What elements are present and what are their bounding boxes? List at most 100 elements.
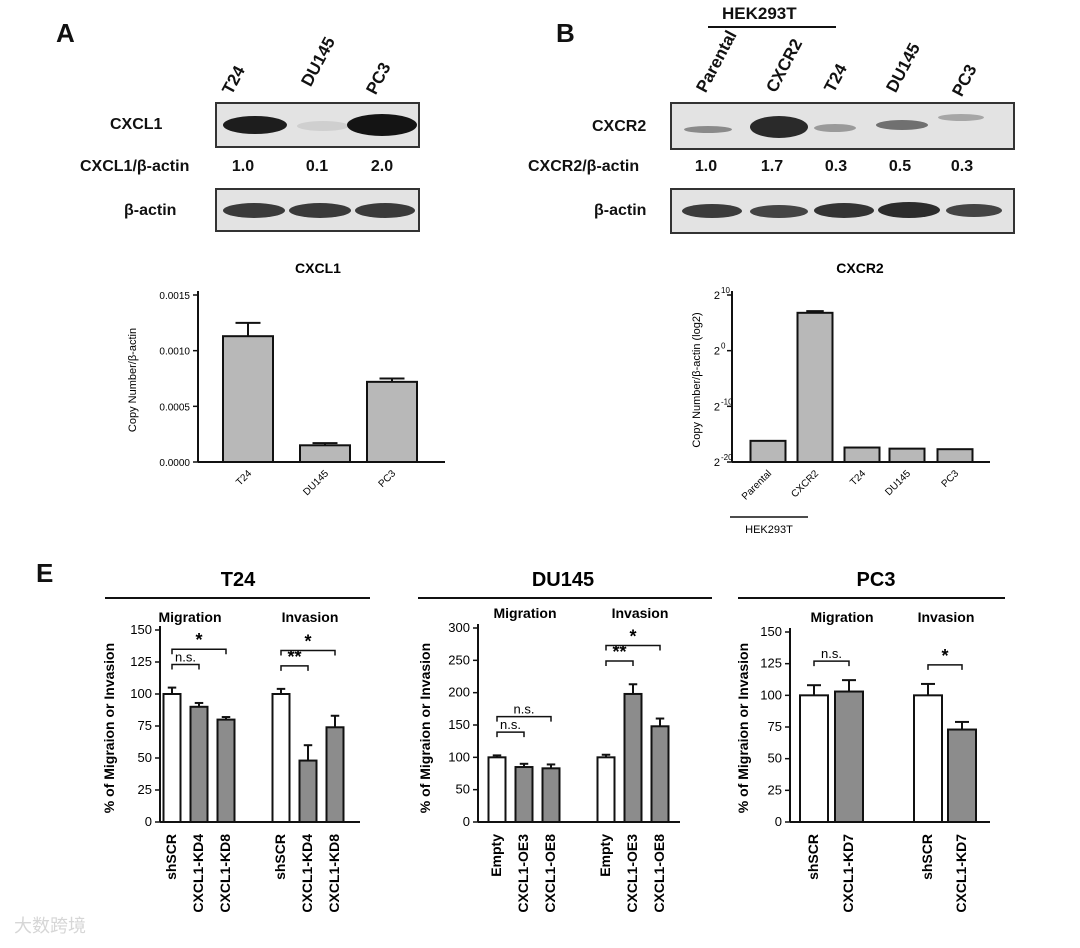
chart4-ytick-label: 0	[775, 814, 782, 829]
ratio-du145-b: 0.5	[888, 158, 912, 175]
chart2-bar	[162, 693, 182, 823]
chart3-group-migration: Migration	[494, 605, 557, 621]
chart4-group-invasion: Invasion	[918, 609, 975, 625]
chart0-ytick-label: 0.0015	[159, 291, 190, 302]
band-b-2	[750, 116, 808, 138]
chart4-sig-bracket	[927, 664, 963, 670]
chart1-ytick-exp: 10	[721, 286, 730, 295]
chart0-bar	[299, 444, 351, 463]
band-b-3	[814, 124, 856, 132]
chart3-ytick-label: 100	[448, 749, 470, 764]
band-b-1	[684, 126, 732, 133]
chart0-xtick-label: T24	[234, 468, 254, 488]
chart2-ytick-label: 50	[138, 750, 152, 765]
blot-actin-a	[215, 188, 420, 232]
chart2-xtick-label: CXCL1-KD8	[326, 834, 342, 913]
chart3-sig-bracket	[605, 660, 634, 666]
chart1-xtick-label: DU145	[883, 468, 913, 498]
chart2-sig-bracket	[280, 649, 336, 656]
chart3-xtick-label: CXCL1-OE3	[624, 834, 640, 913]
watermark-text: 大数跨境	[14, 916, 86, 937]
chart2-sig-bracket	[171, 648, 227, 655]
chart4-ytick-label: 25	[768, 782, 782, 797]
chart4-xtick-label: CXCL1-KD7	[840, 834, 856, 913]
chart0-bar	[222, 335, 274, 463]
chart4-bar	[799, 694, 829, 823]
chart2-xtick-label: CXCL1-KD8	[217, 834, 233, 913]
chart3-title: DU145	[532, 569, 594, 591]
chart3-ytick-label: 300	[448, 620, 470, 635]
chart1-bar	[888, 447, 926, 464]
chart3-bar	[596, 756, 616, 823]
chart2-group-invasion: Invasion	[282, 609, 339, 625]
band-actin-1	[223, 203, 285, 218]
chart1-ytick-base: 2	[714, 457, 720, 469]
chart1-bar	[843, 446, 881, 464]
band-actin-2	[289, 203, 351, 218]
chart3-xtick-label: Empty	[488, 834, 504, 877]
ratio-label-cxcl1: CXCL1/β-actin	[80, 158, 190, 175]
chart4-ytick-label: 50	[768, 751, 782, 766]
chart3-ylabel: % of Migraion or Invasion	[417, 643, 433, 813]
chart3-bar	[650, 725, 670, 823]
chart2-ylabel: % of Migraion or Invasion	[101, 643, 117, 813]
chart4-bar	[913, 694, 943, 823]
chart4-ytick-label: 125	[760, 656, 782, 671]
blot-cxcl1	[215, 102, 420, 148]
chart0-ytick-label: 0.0010	[159, 347, 190, 358]
chart1-bar	[936, 448, 974, 463]
row-label-actin-a: β-actin	[124, 202, 177, 219]
chart2-xtick-label: shSCR	[272, 834, 288, 880]
chart3-ytick-label: 200	[448, 685, 470, 700]
group-label-hek293t: HEK293T	[722, 4, 797, 23]
chart0-bar	[366, 380, 418, 463]
row-label-cxcr2: CXCR2	[592, 118, 647, 135]
chart2-ytick-label: 0	[145, 814, 152, 829]
chart3-xtick-label: CXCL1-OE8	[542, 834, 558, 913]
chart4-group-migration: Migration	[811, 609, 874, 625]
panel-letter-e: E	[36, 558, 54, 588]
chart4-ytick-label: 100	[760, 687, 782, 702]
chart3-sig-label: **	[612, 642, 626, 662]
chart3-sig-label: n.s.	[500, 717, 521, 732]
chart3-bar	[514, 766, 534, 823]
chart2-ytick-label: 100	[130, 686, 152, 701]
blot-cxcr2	[670, 102, 1015, 150]
chart2-ytick-label: 150	[130, 622, 152, 637]
band-du145	[297, 121, 349, 131]
chart3-ytick-label: 0	[463, 814, 470, 829]
band-ab-3	[814, 203, 874, 218]
chart2-bar	[325, 726, 345, 824]
ratio-parental: 1.0	[694, 158, 718, 175]
chart3-bar	[541, 767, 561, 823]
ratio-label-cxcr2: CXCR2/β-actin	[528, 158, 640, 175]
chart1-ylabel: Copy Number/β-actin (log2)	[691, 312, 703, 447]
chart3-ytick-label: 150	[448, 717, 470, 732]
chart0-ytick-label: 0.0005	[159, 402, 190, 413]
ratio-du145: 0.1	[305, 158, 329, 175]
chart2-xtick-label: CXCL1-KD4	[299, 834, 315, 913]
chart3-xtick-label: CXCL1-OE3	[515, 834, 531, 913]
chart1-xtick-label: Parental	[740, 468, 774, 502]
chart4-xtick-label: shSCR	[805, 834, 821, 880]
chart3-sig-bracket	[496, 731, 525, 738]
chart1-ytick-exp: -10	[721, 397, 733, 406]
chart3-xtick-label: CXCL1-OE8	[651, 834, 667, 913]
chart4-xtick-label: CXCL1-KD7	[953, 834, 969, 913]
band-ab-5	[946, 204, 1002, 217]
chart4-sig-label: n.s.	[821, 646, 842, 661]
chart1-ytick-base: 2	[714, 290, 720, 302]
chart1-ytick-base: 2	[714, 346, 720, 358]
chart3-ytick-label: 50	[456, 782, 470, 797]
chart2-ytick-label: 125	[130, 654, 152, 669]
group-bracket-hek293t	[708, 26, 836, 28]
chart2-bar	[298, 759, 318, 823]
chart2-ytick-label: 75	[138, 718, 152, 733]
chart1-title: CXCR2	[836, 260, 884, 276]
ratio-t24: 1.0	[231, 158, 255, 175]
chart1-group-label: HEK293T	[745, 524, 793, 536]
chart2-sig-label: *	[304, 631, 311, 651]
chart3-ytick-label: 250	[448, 652, 470, 667]
chart1-bar	[796, 311, 834, 463]
chart4-ytick-label: 150	[760, 624, 782, 639]
